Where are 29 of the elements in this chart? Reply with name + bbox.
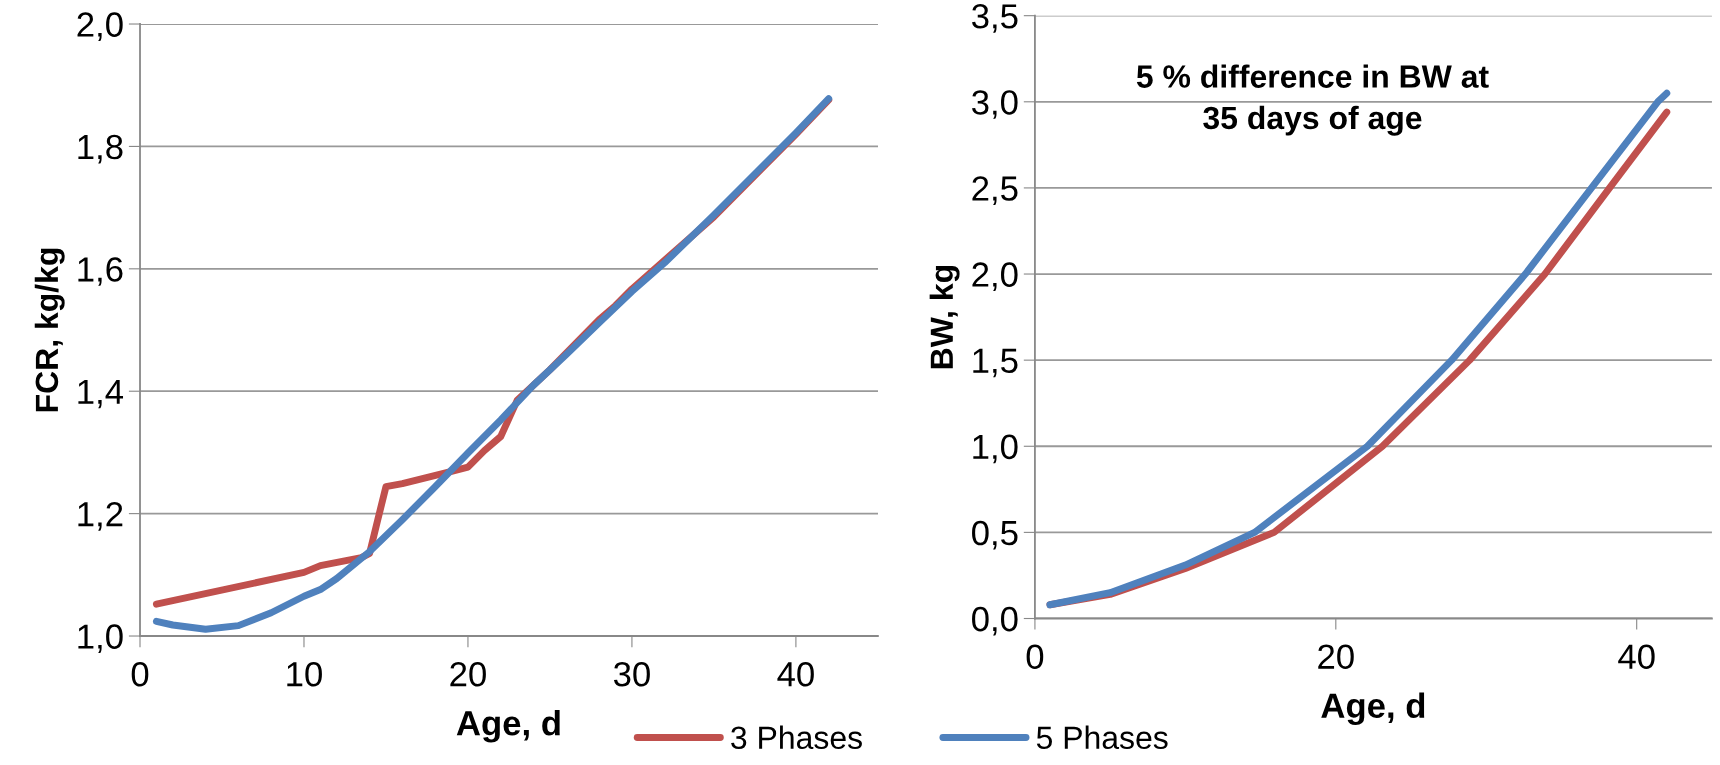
y-tick-label: 2,0 bbox=[972, 262, 1018, 292]
y-tick-label: 1,4 bbox=[78, 379, 124, 409]
annotation: 5 % difference in BW at 35 days of age bbox=[1136, 64, 1489, 136]
x-tick-label: 40 bbox=[1618, 644, 1655, 670]
y-tick-label: 1,8 bbox=[78, 134, 123, 164]
y-tick-label: 0,0 bbox=[972, 606, 1018, 636]
x-tick-label: 30 bbox=[613, 661, 650, 687]
legend-label: 3 Phases bbox=[731, 725, 862, 750]
legend-label: 5 Phases bbox=[1036, 725, 1168, 750]
y-tick-label: 0,5 bbox=[972, 520, 1018, 550]
x-tick-label: 20 bbox=[450, 661, 486, 687]
y-tick-label: 1,0 bbox=[973, 434, 1018, 464]
y-tick-label: 3,5 bbox=[972, 4, 1018, 33]
x-axis-title: Age, d bbox=[456, 710, 560, 743]
x-tick-label: 0 bbox=[131, 661, 149, 687]
x-tick-label: 40 bbox=[777, 661, 814, 687]
x-tick-label: 20 bbox=[1318, 644, 1354, 670]
y-tick-label: 1,0 bbox=[78, 624, 123, 654]
x-tick-label: 0 bbox=[1026, 644, 1044, 670]
y-tick-label: 1,6 bbox=[78, 257, 123, 286]
y-tick-label: 3,0 bbox=[972, 90, 1018, 119]
x-tick-label: 10 bbox=[287, 661, 322, 687]
y-axis-title: BW, kg bbox=[929, 265, 960, 369]
y-tick-label: 2,0 bbox=[77, 12, 123, 42]
y-axis-title: FCR, kg/kg bbox=[34, 248, 65, 412]
y-tick-label: 2,5 bbox=[972, 176, 1018, 205]
x-axis-title: Age, d bbox=[1321, 692, 1425, 726]
y-tick-label: 1,2 bbox=[78, 501, 123, 531]
y-tick-label: 1,5 bbox=[973, 348, 1018, 378]
